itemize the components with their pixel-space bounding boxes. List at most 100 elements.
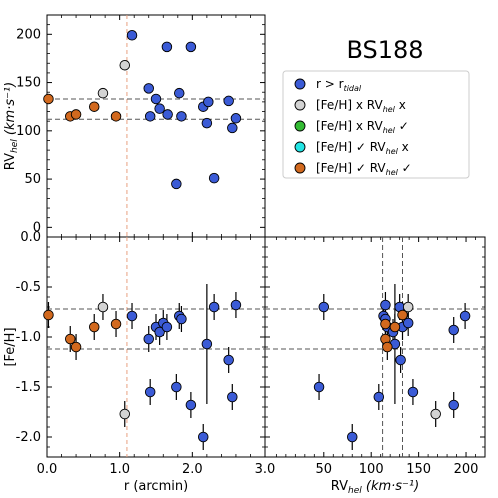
legend-label: [Fe/H] ✓ RVhel ✓: [316, 161, 412, 177]
data-point-blue: [227, 391, 238, 403]
data-point-gray: [97, 87, 109, 99]
y-tick-label: 150: [16, 76, 41, 91]
legend-marker-cyan: [294, 141, 306, 153]
data-point-orange: [43, 309, 54, 321]
legend-label-tail: x: [398, 140, 409, 154]
x-tick-label: 3.0: [255, 462, 276, 477]
x-tick-label: 2.0: [182, 462, 203, 477]
data-point-orange: [88, 101, 100, 112]
data-point-blue: [150, 93, 162, 105]
data-point-blue: [208, 172, 220, 184]
data-point-blue: [197, 431, 209, 443]
data-point-blue: [380, 299, 391, 311]
y-tick-label: 50: [24, 172, 41, 187]
legend-box: [282, 70, 470, 179]
data-point-blue: [201, 117, 213, 129]
x-tick-label: 200: [454, 462, 479, 477]
data-point-orange: [389, 321, 401, 333]
data-point-orange: [70, 341, 82, 353]
data-point-blue: [313, 381, 325, 393]
x-tick-label: 0.0: [37, 462, 58, 477]
data-point-blue: [176, 313, 187, 325]
data-point-gray: [430, 408, 441, 420]
legend-marker-blue: [294, 78, 306, 90]
data-point-blue: [402, 317, 414, 329]
data-point-blue: [174, 87, 185, 99]
y-tick-label: 200: [16, 27, 41, 42]
data-point-blue: [161, 321, 173, 333]
data-point-blue: [230, 299, 242, 311]
data-point-blue: [162, 109, 173, 120]
data-point-blue: [201, 338, 213, 350]
y-tick-label: -1.0: [16, 330, 41, 345]
legend-label-sub: tidal: [344, 84, 362, 93]
data-point-blue: [176, 111, 187, 122]
data-point-blue: [143, 83, 154, 94]
legend-label-tail: ✓: [398, 161, 412, 175]
legend-label-tail: x: [395, 98, 406, 112]
x-tick-label: 150: [406, 462, 431, 477]
y-tick-label: 0: [33, 220, 41, 235]
legend-label-main: [Fe/H] x RV: [316, 98, 383, 112]
data-point-blue: [459, 310, 471, 322]
x-tick-label: 50: [316, 462, 333, 477]
ylabel-rv-sub: hel: [10, 139, 20, 153]
legend-marker-gray: [294, 99, 306, 111]
data-point-gray: [402, 301, 414, 313]
y-tick-label: 100: [16, 124, 41, 139]
data-point-blue: [154, 103, 165, 114]
data-point-blue: [230, 113, 242, 124]
data-point-blue: [373, 391, 385, 403]
legend: r > rtidal[Fe/H] x RVhel x[Fe/H] x RVhel…: [282, 70, 470, 179]
data-point-blue: [227, 122, 238, 134]
data-point-blue: [144, 386, 156, 398]
data-point-blue: [171, 178, 182, 190]
data-point-orange: [88, 321, 100, 333]
data-point-blue: [185, 41, 197, 53]
data-point-blue: [407, 386, 419, 398]
data-point-orange: [70, 109, 82, 120]
data-point-gray: [119, 408, 131, 420]
x-tick-label: 100: [359, 462, 384, 477]
y-tick-label: -2.0: [16, 430, 41, 445]
legend-label-tail: ✓: [395, 119, 409, 133]
data-point-orange: [397, 309, 408, 321]
rv-vs-r-points: [43, 30, 242, 190]
legend-label: [Fe/H] x RVhel ✓: [316, 119, 409, 135]
data-point-blue: [185, 399, 197, 411]
data-point-orange: [110, 318, 122, 330]
ticks: 0 50 100 150 200 0.0 -0.5 -1.0 -1.5 -2.0 0.0 1.0 2.0…: [16, 15, 485, 477]
data-point-blue: [144, 111, 156, 122]
xlabel-rv-main: RV: [331, 479, 348, 494]
data-point-orange: [65, 333, 76, 345]
y-tick-label: 0.0: [20, 230, 41, 245]
legend-marker-green: [294, 120, 306, 132]
data-point-blue: [395, 354, 406, 366]
data-point-blue: [346, 431, 358, 443]
legend-label-sub: hel: [383, 105, 396, 114]
reference-lines: [47, 15, 485, 457]
feh-vs-r-points: [43, 284, 242, 450]
y-tick-label: -1.5: [16, 380, 41, 395]
data-point-orange: [382, 341, 393, 353]
legend-label: [Fe/H] ✓ RVhel x: [316, 140, 409, 156]
data-point-blue: [223, 354, 234, 366]
panel-frame: [264, 236, 486, 458]
ylabel-rv-main: RV: [3, 153, 18, 170]
data-point-gray: [119, 59, 131, 71]
data-point-blue: [126, 30, 138, 41]
legend-label-main: [Fe/H] ✓ RV: [316, 161, 386, 175]
data-point-blue: [126, 310, 138, 322]
legend-label: [Fe/H] x RVhel x: [316, 98, 406, 114]
y-tick-label: -0.5: [16, 280, 41, 295]
x-tick-label: 1.0: [109, 462, 130, 477]
legend-marker-orange: [294, 162, 306, 174]
ylabel-rv-units: (km·s⁻¹): [3, 82, 18, 139]
legend-label: r > rtidal: [316, 77, 362, 93]
legend-label-sub: hel: [386, 168, 399, 177]
data-point-blue: [448, 324, 459, 336]
ylabel-rv: RVhel (km·s⁻¹): [3, 82, 20, 170]
data-point-orange: [43, 93, 54, 105]
data-point-orange: [380, 318, 391, 330]
